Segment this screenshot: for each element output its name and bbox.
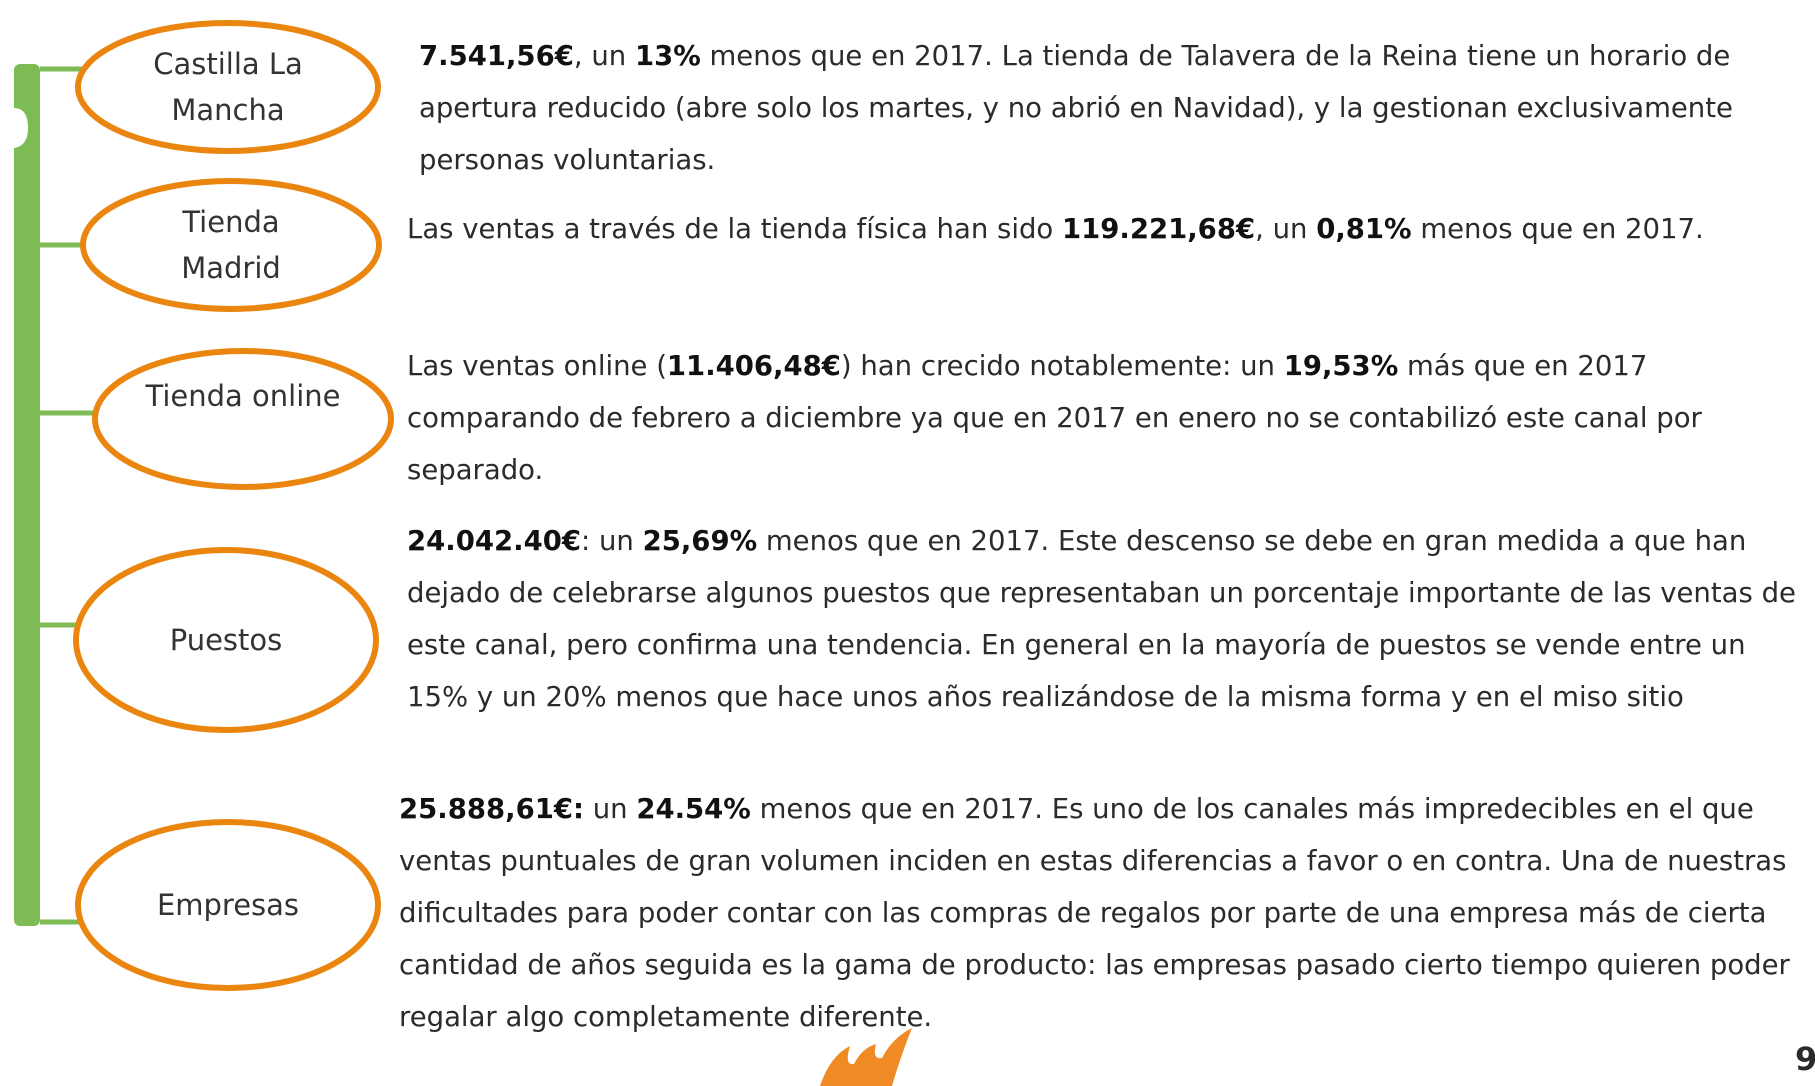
bold-text: 25,69% <box>642 525 758 557</box>
bold-text: 7.541,56€ <box>419 40 574 72</box>
paragraph: 25.888,61€: un 24.54% menos que en 2017.… <box>399 783 1812 1043</box>
bold-text: 11.406,48€ <box>666 350 841 382</box>
page-number: 9 <box>1795 1040 1815 1078</box>
bold-text: 19,53% <box>1283 350 1399 382</box>
bold-text: 0,81% <box>1316 213 1412 245</box>
text: más que en 2017 comparando de febrero a … <box>407 350 1702 486</box>
bold-text: 24.54% <box>636 793 751 825</box>
oval-label: Puestos <box>169 623 283 657</box>
scribble <box>820 1028 912 1086</box>
oval-label: Tienda online <box>145 379 341 413</box>
oval <box>80 178 382 312</box>
oval <box>75 819 381 991</box>
bold-text: 13% <box>634 40 701 72</box>
paragraph: 24.042.40€: un 25,69% menos que en 2017.… <box>407 515 1812 723</box>
oval <box>73 547 379 733</box>
text: ) han crecido notablemente: un <box>840 350 1284 382</box>
text: menos que en 2017. Es uno de los canales… <box>399 793 1790 1033</box>
oval <box>75 20 381 154</box>
bold-text: 24.042.40€ <box>407 525 581 557</box>
text: , un <box>1255 213 1317 245</box>
bold-text: 25.888,61€: <box>399 793 584 825</box>
paragraph: Las ventas online (11.406,48€) han creci… <box>407 340 1812 496</box>
oval-label: Castilla La Mancha <box>153 47 303 127</box>
text: , un <box>573 40 635 72</box>
timeline-bar <box>14 64 40 926</box>
text: menos que en 2017. <box>1411 213 1704 245</box>
text: : un <box>580 525 643 557</box>
oval-label: Empresas <box>156 888 300 922</box>
oval-label: Tienda Madrid <box>181 205 281 285</box>
text: Las ventas online ( <box>407 350 667 382</box>
paragraph: 7.541,56€, un 13% menos que en 2017. La … <box>419 30 1812 186</box>
oval <box>92 348 394 490</box>
text: Las ventas a través de la tienda física … <box>407 213 1062 245</box>
text: un <box>583 793 637 825</box>
text: menos que en 2017. La tienda de Talavera… <box>419 40 1733 176</box>
paragraph: Las ventas a través de la tienda física … <box>407 203 1812 255</box>
notch <box>14 108 28 148</box>
bold-text: 119.221,68€ <box>1061 213 1256 245</box>
text: menos que en 2017. Este descenso se debe… <box>407 525 1796 713</box>
